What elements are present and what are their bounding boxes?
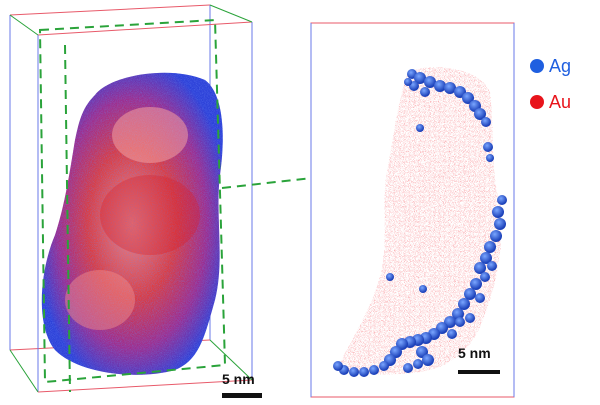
legend-label-au: Au [549, 91, 572, 112]
ag-marker-icon [530, 59, 544, 73]
3d-reconstruction-panel: 5 nm [0, 0, 300, 400]
legend-item-au: Au [530, 84, 600, 120]
right-scalebar [458, 370, 500, 374]
legend: Ag Au [530, 48, 600, 120]
left-scalebar [222, 393, 262, 398]
slice-indicator [38, 18, 227, 393]
ag-cluster [333, 69, 507, 377]
right-scalebar-label: 5 nm [458, 345, 491, 361]
au-marker-icon [530, 95, 544, 109]
left-scalebar-label: 5 nm [222, 371, 255, 387]
slice-panel: 5 nm [310, 22, 515, 398]
legend-label-ag: Ag [549, 55, 572, 76]
legend-item-ag: Ag [530, 48, 600, 84]
3d-reconstruction-svg [9, 4, 262, 398]
slice-svg [310, 22, 515, 398]
